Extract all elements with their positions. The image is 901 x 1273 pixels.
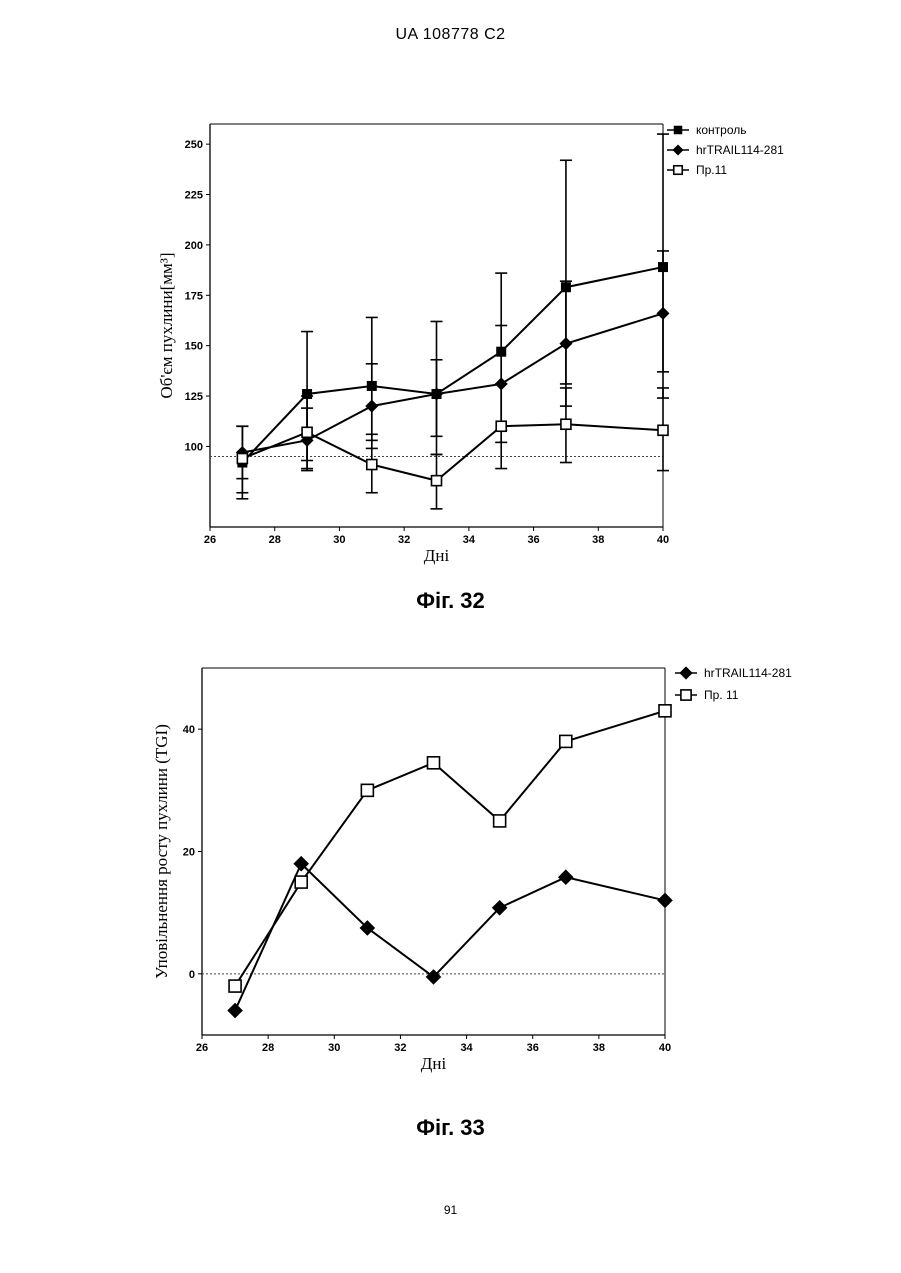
data-point (227, 1003, 243, 1019)
legend-marker (679, 666, 692, 679)
data-point (496, 421, 506, 431)
x-tick-label: 32 (398, 534, 410, 546)
y-tick-label: 250 (185, 139, 203, 151)
data-point (365, 400, 378, 413)
y-tick-label: 225 (185, 190, 203, 202)
figure-32-caption: Фіг. 32 (0, 588, 901, 614)
series-line (235, 711, 665, 986)
data-point (559, 337, 572, 350)
y-tick-label: 150 (185, 341, 203, 353)
data-point (560, 735, 572, 747)
data-point (659, 705, 671, 717)
legend-marker (672, 144, 683, 155)
x-tick-label: 34 (463, 534, 476, 546)
x-tick-label: 38 (592, 534, 604, 546)
x-tick-label: 30 (328, 1042, 340, 1054)
y-tick-label: 20 (183, 847, 195, 859)
x-tick-label: 28 (262, 1042, 274, 1054)
data-point (295, 876, 307, 888)
x-axis-label: Дні (424, 546, 450, 565)
data-point (367, 460, 377, 470)
data-point (302, 427, 312, 437)
x-tick-label: 40 (657, 534, 669, 546)
data-point (428, 757, 440, 769)
legend-marker (674, 126, 683, 135)
legend-label: Пр.11 (696, 163, 727, 177)
legend-label: hrTRAIL114-281 (704, 666, 792, 680)
x-tick-label: 28 (269, 534, 281, 546)
x-tick-label: 40 (659, 1042, 671, 1054)
data-point (237, 453, 247, 463)
x-tick-label: 36 (527, 1042, 539, 1054)
y-tick-label: 175 (185, 290, 203, 302)
x-tick-label: 34 (460, 1042, 473, 1054)
legend-label: hrTRAIL114-281 (696, 143, 784, 157)
tumor-volume-chart: 26 28 30 32 34 36 38 40 100 125 150 175 200 225 250 Дні… (0, 0, 901, 600)
y-tick-label: 40 (183, 724, 195, 736)
data-point (657, 307, 670, 320)
data-point (658, 425, 668, 435)
legend-label: Пр. 11 (704, 688, 739, 702)
data-point (229, 980, 241, 992)
data-point (361, 784, 373, 796)
x-axis-label: Дні (421, 1054, 447, 1073)
page-number: 91 (0, 1203, 901, 1217)
x-tick-label: 26 (196, 1042, 208, 1054)
data-point (561, 419, 571, 429)
x-tick-label: 30 (333, 534, 345, 546)
data-point (657, 893, 673, 909)
x-tick-label: 36 (527, 534, 539, 546)
x-tick-label: 26 (204, 534, 216, 546)
x-tick-label: 32 (394, 1042, 406, 1054)
data-point (494, 815, 506, 827)
legend-marker (681, 690, 691, 700)
tgi-chart: 26 28 30 32 34 36 38 40 0 20 40 Дні Уповільнення рос… (0, 640, 901, 1260)
x-tick-label: 38 (593, 1042, 605, 1054)
y-tick-label: 200 (185, 240, 203, 252)
y-axis-label: Об'єм пухлини[мм³] (157, 252, 176, 398)
y-axis-label: Уповільнення росту пухлини (TGI) (152, 724, 171, 979)
y-tick-label: 125 (185, 391, 203, 403)
data-point (558, 869, 574, 885)
y-tick-label: 0 (189, 969, 195, 981)
figure-33-caption: Фіг. 33 (0, 1115, 901, 1141)
y-tick-label: 100 (185, 441, 203, 453)
legend-marker (674, 166, 683, 175)
data-point (432, 476, 442, 486)
legend-label: контроль (696, 123, 747, 137)
